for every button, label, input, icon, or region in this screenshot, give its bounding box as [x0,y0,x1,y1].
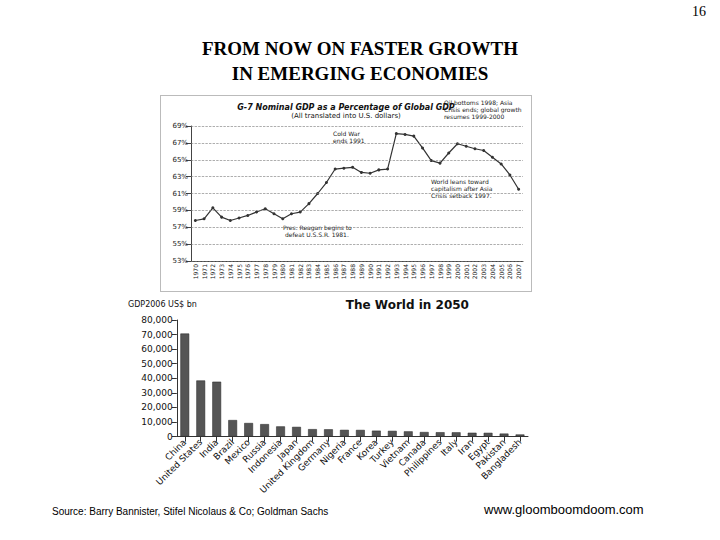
svg-text:80,000: 80,000 [141,315,173,325]
svg-text:69%: 69% [172,122,188,130]
svg-text:1994: 1994 [402,264,409,279]
svg-text:50,000: 50,000 [141,359,173,369]
html-text:Source: Barry Bannister, Stife: Source: Barry Bannister, Stifel Nicolaus… [52,506,329,517]
svg-text:Vietnam: Vietnam [378,437,412,471]
svg-text:Brazil: Brazil [211,437,237,462]
svg-text:Egypt: Egypt [466,437,492,463]
svg-text:55%: 55% [172,240,188,248]
svg-text:Japan: Japan [275,437,301,462]
svg-text:1984: 1984 [314,264,321,279]
svg-text:United States: United States [154,437,204,487]
svg-text:2001: 2001 [463,264,470,279]
svg-text:ends 1991: ends 1991 [333,137,365,144]
svg-text:Russia: Russia [240,437,269,465]
svg-text:France: France [335,437,364,466]
svg-text:defeat U.S.S.R. 1981.: defeat U.S.S.R. 1981. [283,231,349,238]
html-text:IN EMERGING ECONOMIES: IN EMERGING ECONOMIES [231,63,489,84]
svg-text:India: India [197,437,221,460]
svg-text:61%: 61% [172,190,188,198]
svg-text:Crisis ends; global growth: Crisis ends; global growth [444,106,524,113]
svg-text:30,000: 30,000 [141,388,173,398]
svg-text:GDP2006 US$ bn: GDP2006 US$ bn [128,300,197,309]
svg-text:1997: 1997 [428,264,435,279]
svg-text:1979: 1979 [271,264,278,279]
svg-text:0: 0 [167,432,173,442]
svg-text:1973: 1973 [218,264,225,279]
svg-text:1992: 1992 [384,264,391,279]
svg-text:Iran: Iran [456,437,476,457]
svg-text:1981: 1981 [288,264,295,279]
svg-text:The World in 2050: The World in 2050 [346,298,469,312]
svg-text:2006: 2006 [506,264,513,279]
svg-text:1987: 1987 [340,264,347,279]
svg-text:1974: 1974 [227,264,234,279]
html-text:FROM NOW ON FASTER GROWTH: FROM NOW ON FASTER GROWTH [202,38,518,59]
svg-text:Italy: Italy [439,437,460,458]
svg-text:63%: 63% [172,173,188,181]
svg-text:2005: 2005 [498,264,505,279]
svg-text:capitalism after Asia: capitalism after Asia [431,185,495,192]
svg-text:Mexico: Mexico [222,437,253,467]
svg-text:1988: 1988 [349,264,356,279]
svg-text:Oil bottoms 1998; Asia: Oil bottoms 1998; Asia [444,99,515,106]
svg-text:Philippines: Philippines [402,437,444,479]
svg-text:40,000: 40,000 [141,373,173,383]
svg-text:1985: 1985 [323,264,330,279]
svg-text:1977: 1977 [253,264,260,279]
svg-text:1975: 1975 [236,264,243,279]
svg-text:2003: 2003 [480,264,487,279]
svg-text:1989: 1989 [358,264,365,279]
svg-text:1991: 1991 [375,264,382,279]
svg-text:20,000: 20,000 [141,402,173,412]
svg-text:2002: 2002 [471,264,478,279]
svg-text:Nigeria: Nigeria [318,437,348,467]
svg-text:1980: 1980 [279,264,286,279]
svg-text:1978: 1978 [262,264,269,279]
html-text:www.gloomboomdoom.com: www.gloomboomdoom.com [484,502,644,517]
svg-text:Bangladesh: Bangladesh [479,437,523,481]
svg-text:Indonesia: Indonesia [246,437,285,475]
svg-text:2000: 2000 [454,264,461,279]
svg-text:1999: 1999 [445,264,452,279]
svg-text:China: China [163,437,189,463]
svg-text:Pres. Reagan begins to: Pres. Reagan begins to [283,224,352,231]
svg-text:1982: 1982 [297,264,304,279]
svg-text:Korea: Korea [354,437,380,463]
svg-text:67%: 67% [172,139,188,147]
svg-text:United Kingdom: United Kingdom [258,437,316,496]
svg-text:Germany: Germany [295,437,332,474]
svg-text:2004: 2004 [489,264,496,279]
svg-text:Crisis setback 1997.: Crisis setback 1997. [431,192,492,199]
svg-text:65%: 65% [172,156,188,164]
svg-text:60,000: 60,000 [141,344,173,354]
svg-text:G-7 Nominal GDP as a Percentag: G-7 Nominal GDP as a Percentage of Globa… [237,103,455,112]
svg-text:1995: 1995 [410,264,417,279]
svg-text:57%: 57% [172,223,188,231]
svg-text:53%: 53% [172,257,188,265]
svg-text:1996: 1996 [419,264,426,279]
svg-text:World leans toward: World leans toward [431,178,491,185]
svg-text:Canada: Canada [396,437,428,469]
svg-text:1970: 1970 [192,264,199,279]
svg-text:70,000: 70,000 [141,330,173,340]
svg-text:(All translated into U.S. doll: (All translated into U.S. dollars) [291,112,401,120]
svg-text:2007: 2007 [515,264,522,279]
svg-text:Cold War: Cold War [333,130,362,137]
svg-text:59%: 59% [172,206,188,214]
svg-text:1983: 1983 [305,264,312,279]
svg-text:resumes 1999-2000: resumes 1999-2000 [444,113,504,120]
svg-text:1986: 1986 [332,264,339,279]
svg-text:Pakistan: Pakistan [473,437,508,471]
svg-text:1972: 1972 [209,264,216,279]
svg-text:1971: 1971 [201,264,208,279]
svg-text:1976: 1976 [244,264,251,279]
svg-text:1990: 1990 [367,264,374,279]
svg-text:10,000: 10,000 [141,417,173,427]
svg-text:Turkey: Turkey [368,437,396,465]
svg-text:1998: 1998 [437,264,444,279]
svg-text:1993: 1993 [393,264,400,279]
html-text:16: 16 [692,4,706,19]
